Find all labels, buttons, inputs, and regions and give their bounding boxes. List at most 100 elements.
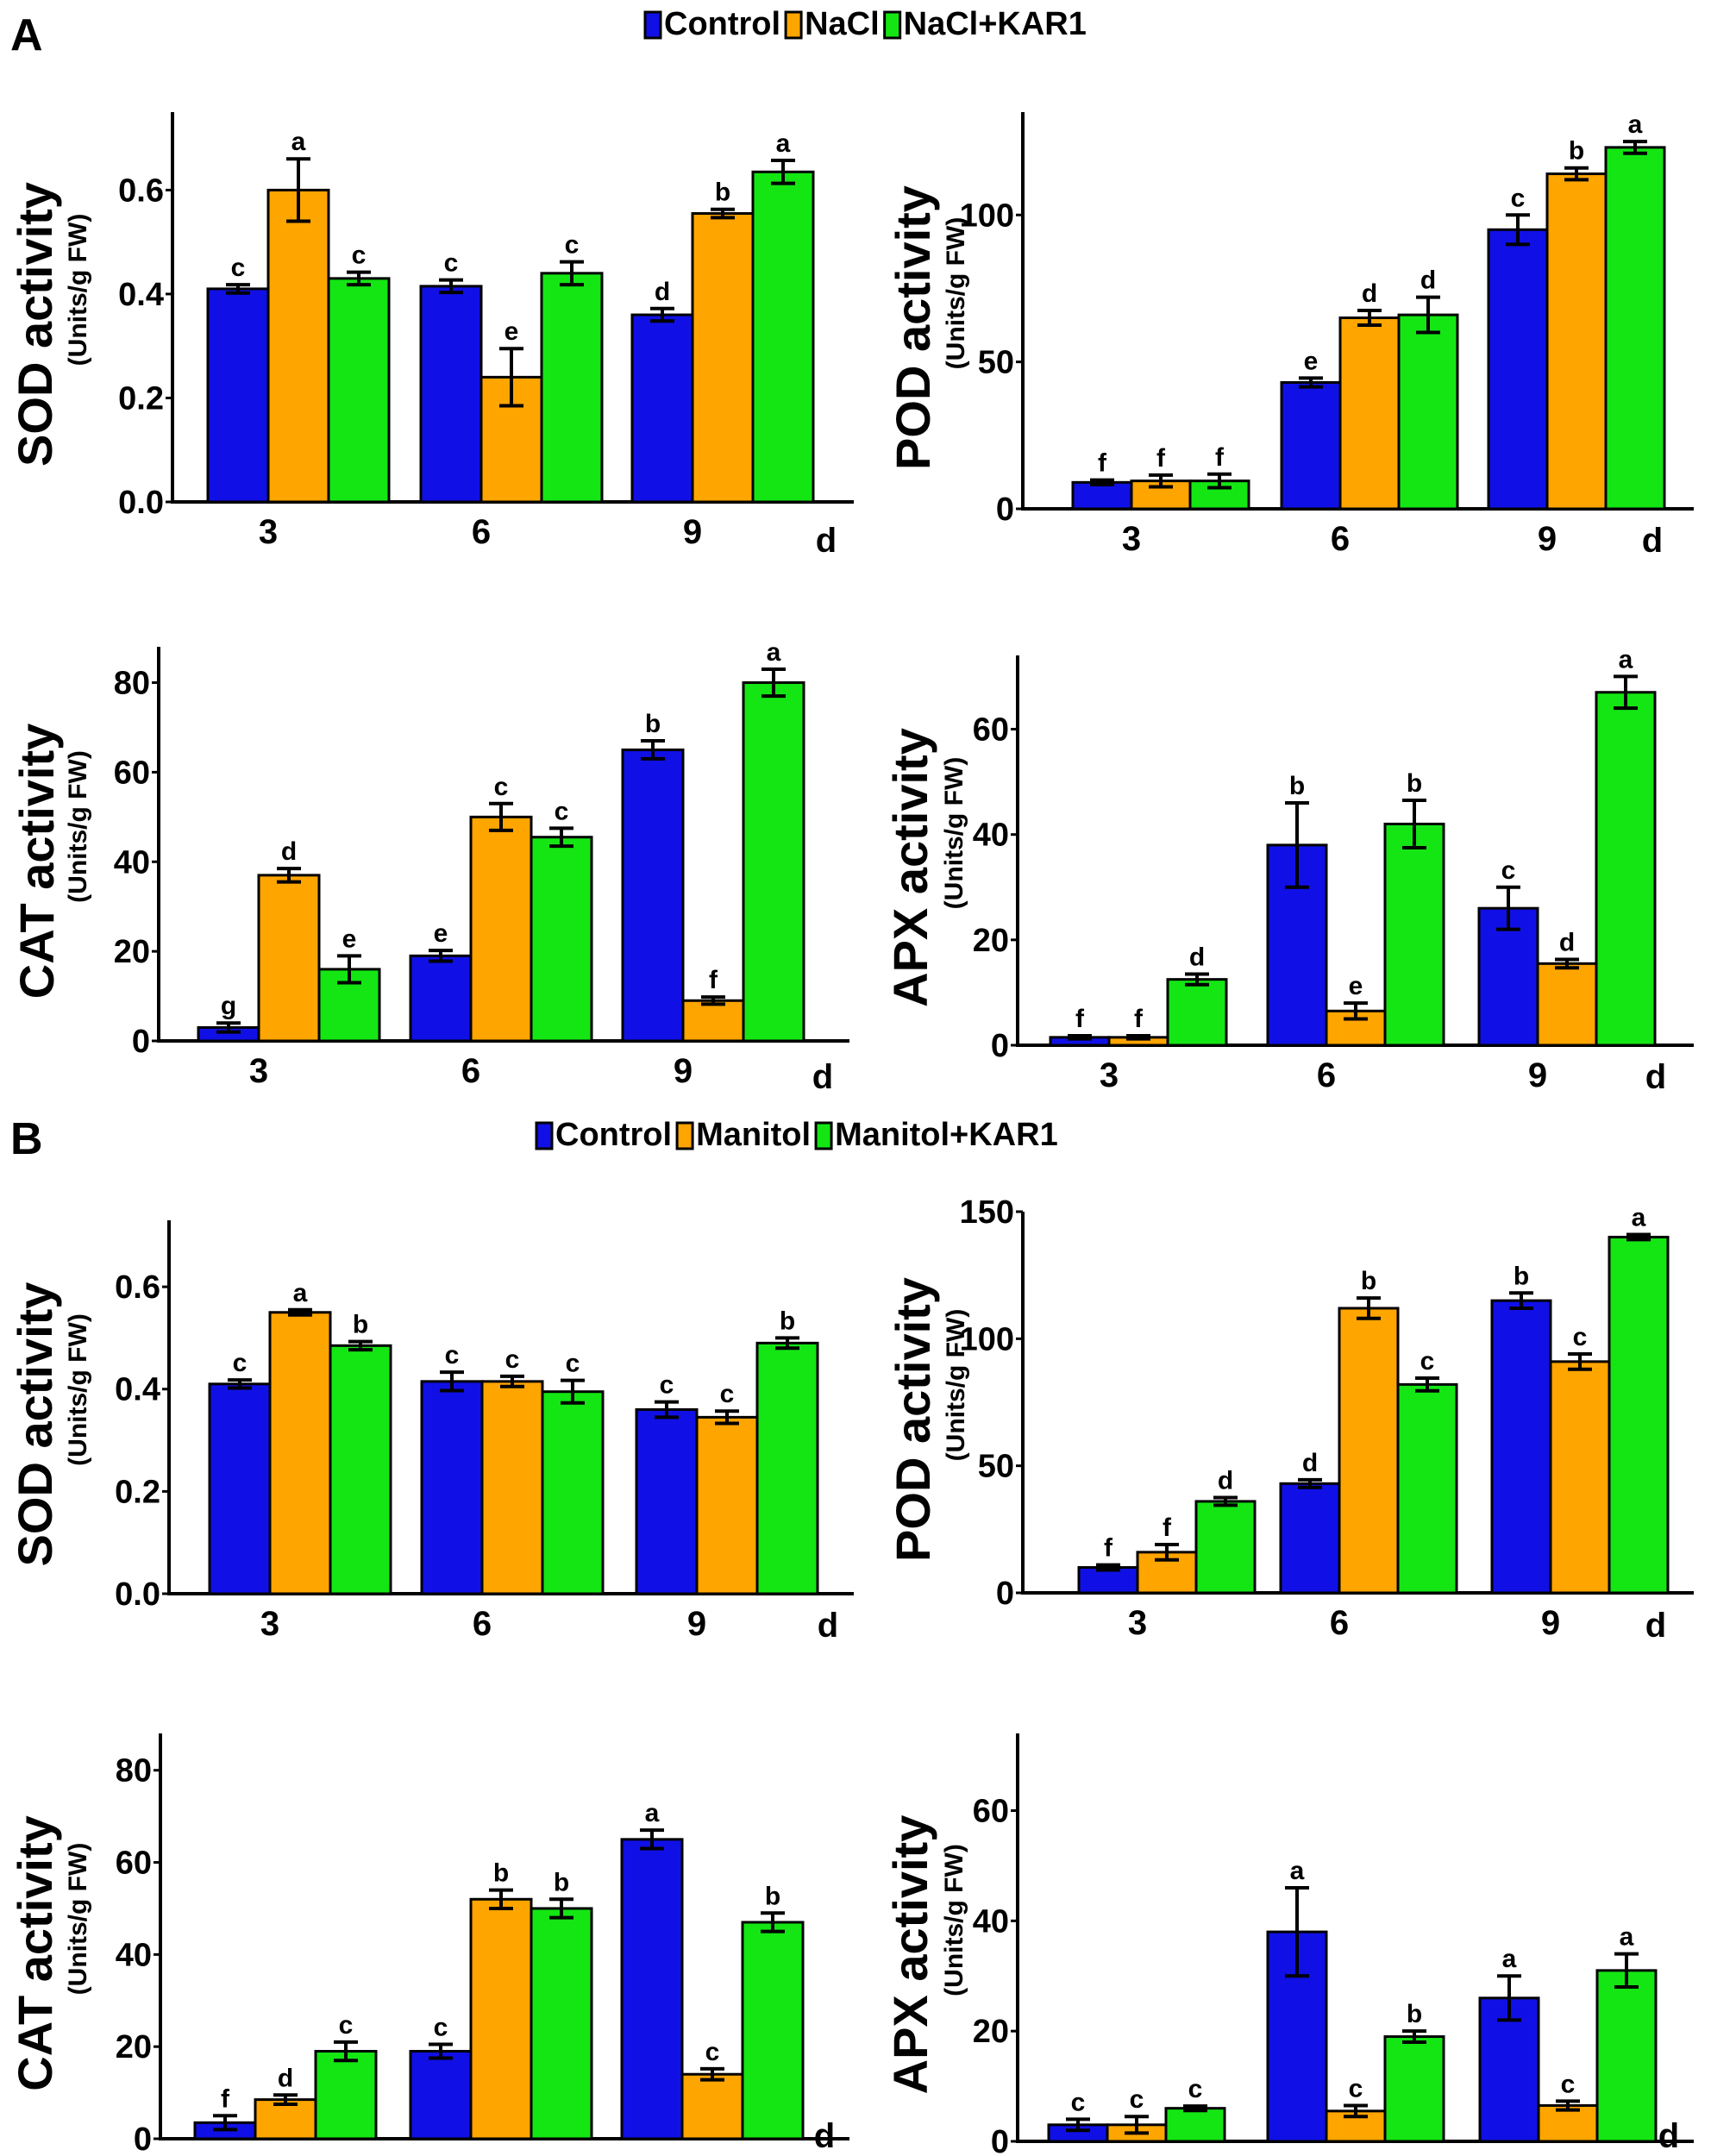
significance-letter: g [221, 992, 236, 1020]
significance-letter: b [353, 1311, 368, 1339]
significance-letter: d [1559, 928, 1575, 956]
y-tick-label: 0.4 [118, 277, 164, 313]
y-axis-unit: (Units/g FW) [942, 1309, 970, 1462]
significance-letter: c [1130, 2085, 1144, 2114]
legend-a: Control NaCl NaCl+KAR1 [643, 6, 1087, 42]
y-axis-title: APX activity [883, 1815, 937, 2095]
significance-letter: f [1215, 443, 1225, 472]
bar [327, 277, 391, 504]
bar [620, 1838, 684, 2140]
bar [1608, 1235, 1670, 1595]
significance-letter: d [1218, 1467, 1233, 1495]
bar [409, 954, 473, 1043]
y-tick-label: 50 [978, 345, 1014, 381]
y-tick-label: 0 [132, 1024, 150, 1060]
bar [1549, 1360, 1611, 1595]
significance-letter: c [233, 1349, 248, 1377]
bar [630, 313, 694, 504]
legend-swatch-3 [814, 1121, 833, 1150]
bar [409, 2050, 473, 2140]
x-category-label: 9 [674, 1052, 693, 1090]
bar [742, 681, 805, 1043]
bar [257, 874, 321, 1043]
significance-letter: c [445, 1341, 460, 1369]
significance-letter: b [715, 179, 730, 207]
x-category-label: 9 [1529, 2153, 1548, 2156]
y-axis-unit: (Units/g FW) [64, 214, 92, 367]
x-axis-unit: d [1642, 522, 1663, 560]
significance-letter: c [555, 797, 569, 825]
significance-letter: b [1361, 1267, 1376, 1295]
y-tick-label: 20 [973, 2014, 1009, 2050]
significance-letter: a [1628, 110, 1643, 139]
bar [635, 1407, 699, 1595]
x-axis-unit: d [1658, 2117, 1679, 2155]
bar [751, 170, 815, 504]
significance-letter: b [554, 1868, 569, 1896]
y-tick-label: 0.2 [115, 1474, 160, 1510]
significance-letter: c [566, 1350, 580, 1378]
bar [1396, 1382, 1458, 1595]
y-tick-label: 50 [978, 1449, 1014, 1485]
bar [268, 1311, 332, 1595]
significance-letter: c [1561, 2070, 1576, 2098]
bar [329, 1344, 392, 1595]
significance-letter: c [1573, 1323, 1588, 1351]
bar [1279, 1482, 1341, 1595]
y-tick-label: 0.6 [118, 172, 164, 209]
significance-letter: e [434, 919, 448, 948]
significance-letter: c [705, 2038, 720, 2066]
legend-label-3: NaCl+KAR1 [904, 6, 1087, 42]
bar [1487, 228, 1549, 511]
significance-letter: e [505, 317, 519, 346]
bar [469, 1897, 533, 2140]
legend-swatch-1 [643, 10, 662, 40]
significance-letter: b [1407, 769, 1422, 798]
legend-label-1: Control [555, 1117, 672, 1153]
chart-b-cat: 0 20 40 60 80 CAT activity(Units/g FW) 3 6 9 d f c a… [8, 1733, 849, 2156]
significance-letter: b [765, 1882, 780, 1910]
bar [266, 188, 330, 504]
bar [1536, 962, 1598, 1047]
bar [1338, 1307, 1400, 1595]
x-category-label: 6 [1330, 1604, 1349, 1642]
significance-letter: b [780, 1307, 795, 1335]
significance-letter: c [352, 241, 367, 270]
chart-b-pod: 0 50 100 150 POD activity (Units/g FW) 3 6 9 d f d b… [886, 1194, 1694, 1645]
significance-letter: a [767, 638, 781, 667]
significance-letter: d [281, 837, 297, 866]
chart-b-apx: 0 20 40 60 APX activity(Units/g FW) 3 6 9 d c a a c c… [883, 1733, 1694, 2156]
bar [1545, 172, 1608, 511]
significance-letter: c [720, 1380, 735, 1408]
chart-a-pod: 0 50 100 POD activity (Units/g FW) 3 6 9 d f e c f d b… [886, 110, 1694, 560]
significance-letter: a [1620, 1923, 1634, 1952]
bar [530, 836, 593, 1043]
bar [1595, 691, 1657, 1047]
significance-letter: e [1304, 347, 1319, 375]
y-tick-label: 0 [996, 492, 1014, 528]
legend-label-2: Manitol [696, 1117, 811, 1153]
significance-letter: c [231, 254, 246, 282]
significance-letter: c [1511, 184, 1526, 212]
significance-letter: c [1501, 856, 1516, 885]
y-tick-label: 0 [991, 1028, 1009, 1064]
significance-letter: f [1075, 1005, 1085, 1033]
y-axis-unit: (Units/g FW) [64, 750, 92, 903]
bar [314, 2050, 378, 2140]
bar [1595, 1969, 1658, 2143]
x-category-label: 9 [1528, 1056, 1547, 1094]
significance-letter: c [339, 2011, 354, 2040]
y-tick-label: 0.4 [115, 1372, 160, 1408]
x-axis-unit: d [814, 2117, 835, 2155]
significance-letter: b [645, 710, 661, 738]
significance-letter: b [1514, 1262, 1529, 1290]
significance-letter: a [293, 1279, 308, 1307]
x-category-label: 3 [1100, 1056, 1119, 1094]
legend-b: Control Manitol Manitol+KAR1 [535, 1117, 1058, 1153]
legend-label-2: NaCl [805, 6, 880, 42]
significance-letter: b [1289, 772, 1305, 800]
y-axis-unit: (Units/g FW) [64, 1313, 92, 1466]
x-category-label: 3 [1122, 520, 1141, 558]
y-tick-label: 40 [114, 844, 150, 881]
